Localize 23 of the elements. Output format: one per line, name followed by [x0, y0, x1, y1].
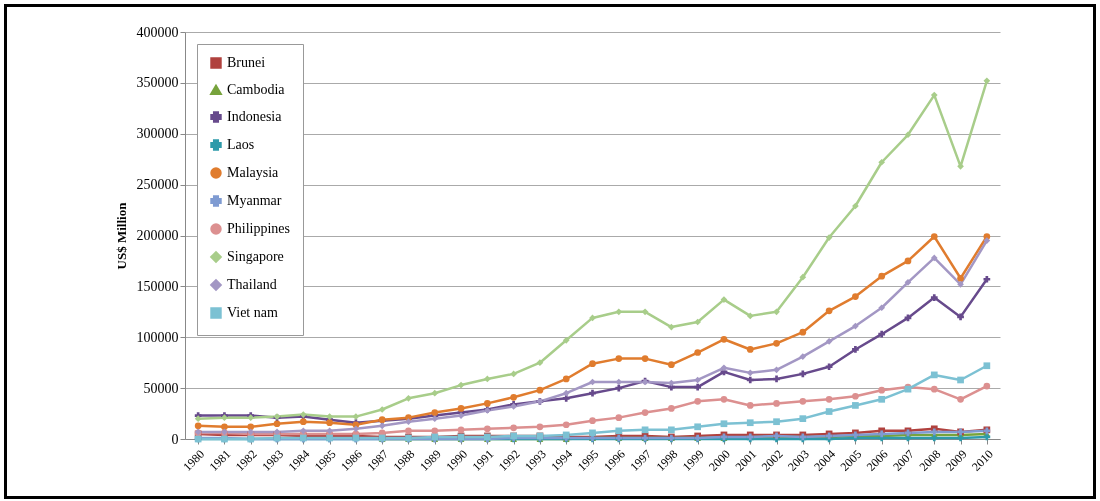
legend-label: Singapore — [227, 249, 284, 264]
x-tick-label: 2001 — [732, 447, 760, 474]
legend-label: Laos — [227, 137, 255, 152]
legend-label: Myanmar — [227, 193, 282, 208]
y-tick-label: 400000 — [136, 24, 179, 40]
legend-label: Indonesia — [227, 109, 283, 124]
legend-label: Brunei — [227, 55, 266, 70]
y-tick-label: 100000 — [136, 329, 179, 345]
legend-label: Cambodia — [227, 82, 286, 97]
legend-label: Thailand — [227, 277, 277, 292]
legend-label: Viet nam — [227, 305, 278, 320]
y-tick-label: 200000 — [136, 228, 179, 243]
y-tick-label: 150000 — [136, 278, 179, 294]
y-tick-label: 250000 — [136, 177, 179, 193]
y-tick-label: 0 — [171, 431, 179, 447]
y-axis-title: US$ Million — [113, 201, 129, 270]
x-tick-label: 1981 — [206, 447, 234, 474]
y-tick-label: 50000 — [143, 380, 179, 396]
x-tick-label: 1991 — [469, 447, 497, 474]
y-tick-label: 350000 — [136, 75, 179, 91]
legend-label: Philippines — [227, 221, 291, 236]
legend-label: Malaysia — [227, 165, 280, 180]
y-tick-label: 300000 — [136, 126, 179, 142]
